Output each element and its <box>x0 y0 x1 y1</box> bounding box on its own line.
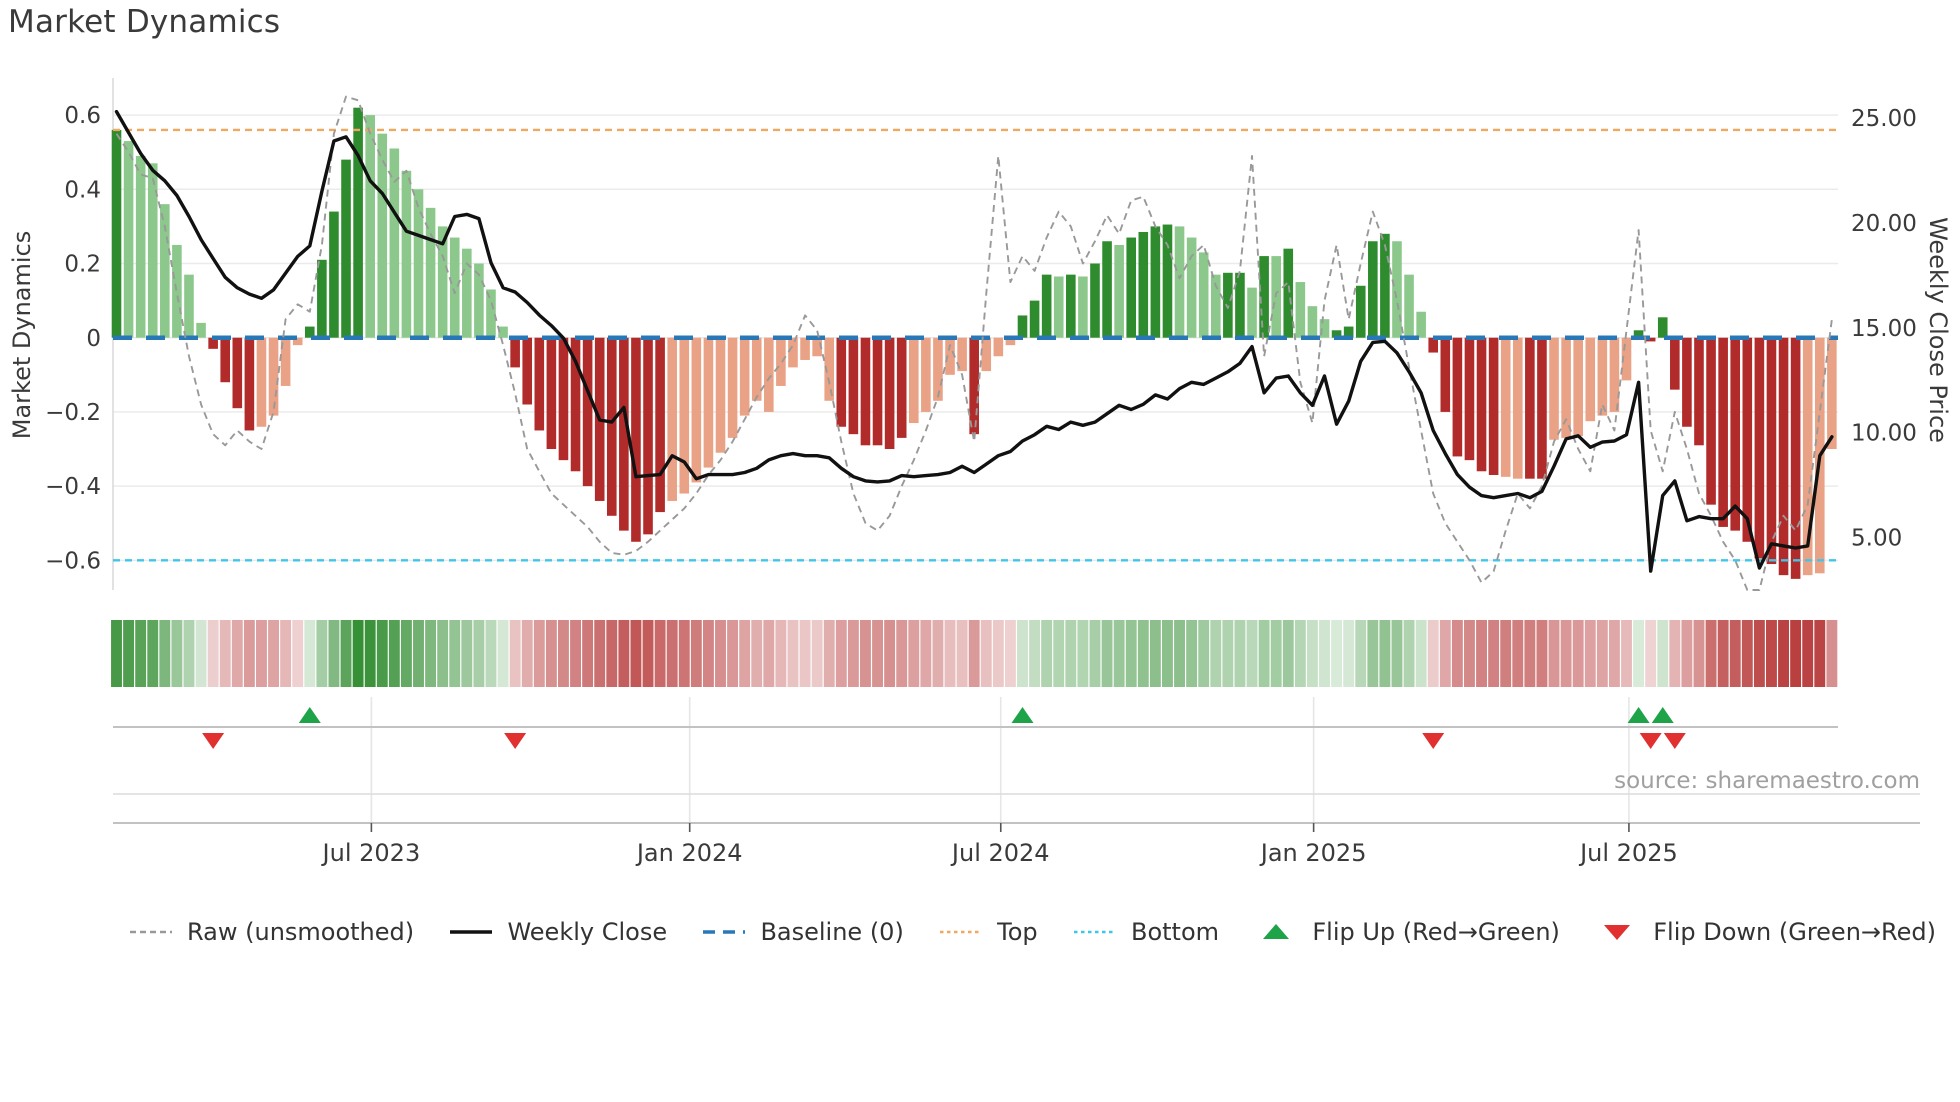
dashed-line-icon <box>130 930 172 934</box>
legend-item-top: Top <box>938 918 1038 946</box>
y-axis-left-ticks: 0.6 0.4 0.2 0 −0.2 −0.4 −0.6 <box>45 103 101 574</box>
y-axis-right-ticks: 25.00 20.00 15.00 10.00 5.00 <box>1851 106 1917 552</box>
dotted-line-icon <box>1073 930 1116 934</box>
legend-item-close: Weekly Close <box>448 918 667 946</box>
marker-panel <box>113 697 1920 824</box>
source-credit: source: sharemaestro.com <box>1614 768 1920 794</box>
legend-item-baseline: Baseline (0) <box>701 918 904 946</box>
legend-label: Weekly Close <box>507 918 668 946</box>
weekly-close-line <box>114 109 1834 573</box>
gridlines <box>113 114 1838 562</box>
legend: Raw (unsmoothed) Weekly Close Baseline (0)… <box>128 918 1936 946</box>
svg-text:0.2: 0.2 <box>64 252 101 278</box>
legend-label: Bottom <box>1130 918 1220 946</box>
solid-line-icon <box>450 930 493 934</box>
legend-item-raw: Raw (unsmoothed) <box>128 918 414 946</box>
long-dash-line-icon <box>703 930 746 934</box>
legend-label: Top <box>997 918 1038 946</box>
y-axis-label-left: Market Dynamics <box>8 230 36 440</box>
svg-text:0: 0 <box>86 326 101 352</box>
legend-item-flip-up: Flip Up (Red→Green) <box>1253 918 1560 946</box>
flip-markers <box>202 707 1686 749</box>
triangle-down-icon <box>1604 925 1631 940</box>
page-title: Market Dynamics <box>8 4 281 40</box>
svg-text:−0.6: −0.6 <box>45 548 101 574</box>
svg-text:Jul 2023: Jul 2023 <box>321 839 421 867</box>
svg-text:Jul 2025: Jul 2025 <box>1578 839 1678 867</box>
legend-label: Raw (unsmoothed) <box>187 918 415 946</box>
svg-text:20.00: 20.00 <box>1851 211 1917 237</box>
y-axis-label-right: Weekly Close Price <box>1924 217 1952 443</box>
triangle-up-icon <box>1263 924 1290 939</box>
svg-text:Jul 2024: Jul 2024 <box>950 839 1050 867</box>
svg-text:0.6: 0.6 <box>64 103 101 129</box>
svg-text:25.00: 25.00 <box>1851 106 1917 132</box>
svg-text:5.00: 5.00 <box>1851 526 1902 552</box>
x-axis-ticks: Jul 2023 Jan 2024 Jul 2024 Jan 2025 Jul 2025 <box>321 823 1678 867</box>
dotted-line-icon <box>940 930 983 934</box>
heatmap-strip <box>111 620 1838 687</box>
legend-label: Baseline (0) <box>760 918 904 946</box>
legend-label: Flip Up (Red→Green) <box>1312 918 1560 946</box>
svg-text:Jan 2024: Jan 2024 <box>635 839 743 867</box>
legend-label: Flip Down (Green→Red) <box>1653 918 1936 946</box>
legend-item-flip-down: Flip Down (Green→Red) <box>1594 918 1936 946</box>
svg-text:−0.4: −0.4 <box>45 474 101 500</box>
svg-text:10.00: 10.00 <box>1851 421 1917 447</box>
svg-text:0.4: 0.4 <box>64 177 101 203</box>
legend-item-bottom: Bottom <box>1072 918 1219 946</box>
svg-text:Jan 2025: Jan 2025 <box>1259 839 1367 867</box>
svg-text:15.00: 15.00 <box>1851 316 1917 342</box>
svg-text:−0.2: −0.2 <box>45 400 101 426</box>
